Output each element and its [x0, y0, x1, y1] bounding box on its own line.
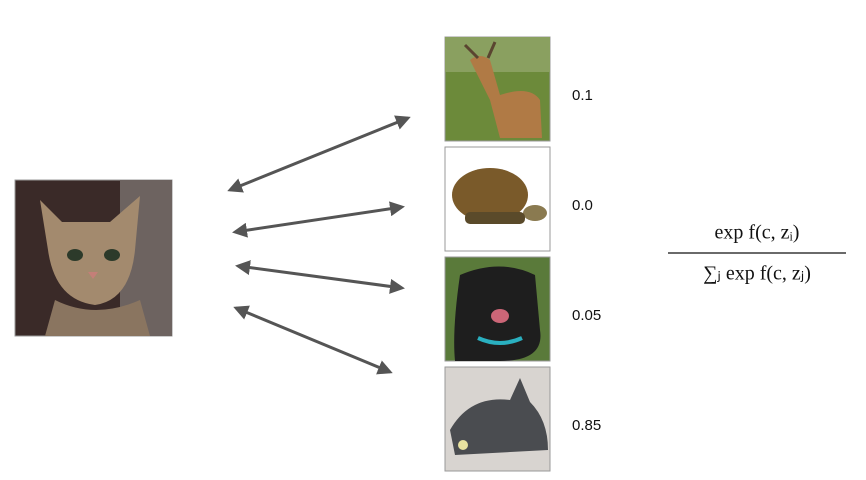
- arrow: [227, 115, 411, 193]
- query-image: [14, 179, 173, 337]
- formula-numerator: exp f(c, zᵢ): [715, 222, 800, 244]
- cat-image: [444, 366, 551, 472]
- score: 0.0: [572, 197, 593, 214]
- score: 0.85: [572, 417, 601, 434]
- deer-image: [444, 36, 551, 142]
- arrows: [227, 115, 411, 375]
- arrow: [232, 201, 405, 238]
- turtle-image: [444, 146, 551, 252]
- arrow: [233, 305, 393, 375]
- formula-denominator: ∑ⱼ exp f(c, zⱼ): [703, 263, 811, 285]
- score: 0.1: [572, 87, 593, 104]
- dog-image: [444, 256, 551, 362]
- arrow: [235, 260, 405, 294]
- score: 0.05: [572, 307, 601, 324]
